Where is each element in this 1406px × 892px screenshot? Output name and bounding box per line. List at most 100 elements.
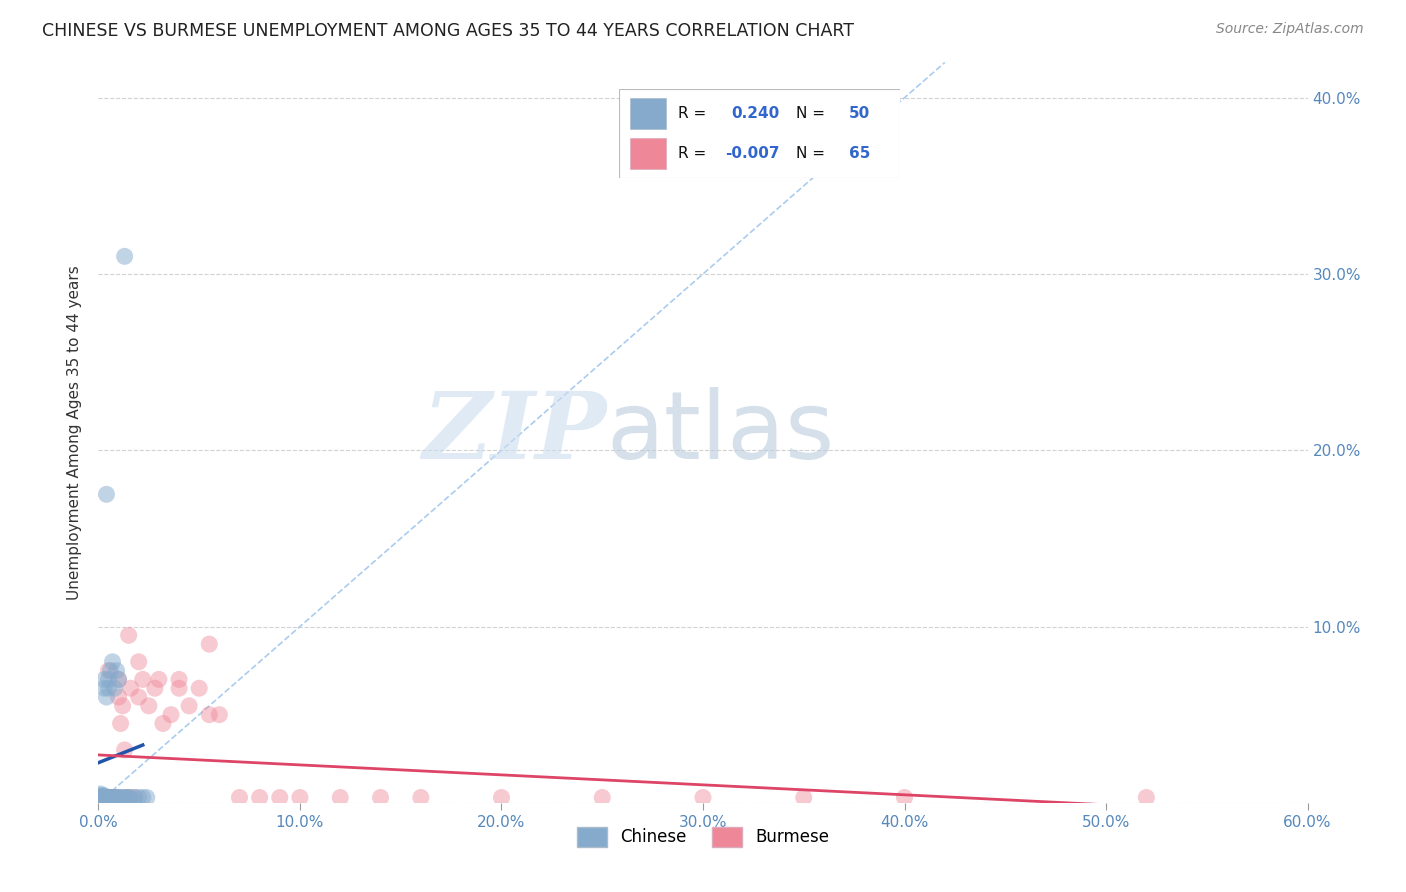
Point xyxy=(118,790,141,805)
Point xyxy=(96,790,118,805)
Legend: Chinese, Burmese: Chinese, Burmese xyxy=(571,820,835,854)
Point xyxy=(89,790,111,805)
Point xyxy=(208,707,231,722)
Point xyxy=(93,790,115,805)
Point xyxy=(188,681,211,696)
Point xyxy=(107,690,129,704)
Point xyxy=(96,487,118,501)
Point xyxy=(91,790,114,805)
Point xyxy=(370,790,392,805)
Point xyxy=(89,790,111,805)
Point xyxy=(96,790,118,805)
Point xyxy=(93,681,115,696)
Text: 0.240: 0.240 xyxy=(731,106,779,121)
Text: 50: 50 xyxy=(849,106,870,121)
Point xyxy=(96,790,118,805)
Point xyxy=(132,790,155,805)
Point xyxy=(118,790,141,805)
Text: R =: R = xyxy=(678,106,711,121)
Point xyxy=(143,681,166,696)
Point xyxy=(91,790,114,805)
Point xyxy=(103,681,125,696)
Point xyxy=(96,690,118,704)
Point xyxy=(101,790,124,805)
Text: atlas: atlas xyxy=(606,386,835,479)
Point xyxy=(101,790,124,805)
Point xyxy=(97,790,120,805)
Point xyxy=(89,790,111,805)
Point xyxy=(101,790,124,805)
Point xyxy=(93,789,115,803)
Point xyxy=(152,716,174,731)
Point xyxy=(93,790,115,805)
Point xyxy=(114,743,136,757)
Point xyxy=(97,790,120,805)
Point xyxy=(97,790,120,805)
Point xyxy=(132,673,155,687)
Point xyxy=(97,681,120,696)
Point xyxy=(96,790,118,805)
Point xyxy=(91,792,114,806)
Point xyxy=(148,673,170,687)
Point xyxy=(91,792,114,806)
Point xyxy=(692,790,714,805)
Point xyxy=(96,790,118,805)
Point xyxy=(91,790,114,805)
Point xyxy=(120,790,142,805)
Point xyxy=(89,789,111,803)
Point xyxy=(118,628,141,642)
Point xyxy=(591,790,613,805)
Point xyxy=(114,249,136,263)
Point xyxy=(93,673,115,687)
Point xyxy=(198,707,221,722)
Point xyxy=(105,664,128,678)
Point xyxy=(96,790,118,805)
Point xyxy=(91,789,114,803)
Point xyxy=(198,637,221,651)
Point xyxy=(107,790,129,805)
Point xyxy=(107,673,129,687)
Point xyxy=(107,673,129,687)
Point xyxy=(91,790,114,805)
Point xyxy=(100,790,122,805)
Point xyxy=(97,790,120,805)
Point xyxy=(110,790,132,805)
Point xyxy=(124,790,146,805)
Y-axis label: Unemployment Among Ages 35 to 44 years: Unemployment Among Ages 35 to 44 years xyxy=(67,265,83,600)
Point xyxy=(97,790,120,805)
Point xyxy=(167,673,190,687)
Point xyxy=(103,790,125,805)
Point xyxy=(329,790,352,805)
Text: -0.007: -0.007 xyxy=(725,146,780,161)
Point xyxy=(100,664,122,678)
Point xyxy=(288,790,311,805)
Point xyxy=(111,698,134,713)
Point xyxy=(93,790,115,805)
Point xyxy=(124,790,146,805)
Text: 65: 65 xyxy=(849,146,870,161)
Point xyxy=(93,790,115,805)
Point xyxy=(1135,790,1157,805)
Text: CHINESE VS BURMESE UNEMPLOYMENT AMONG AGES 35 TO 44 YEARS CORRELATION CHART: CHINESE VS BURMESE UNEMPLOYMENT AMONG AG… xyxy=(42,22,855,40)
Point xyxy=(115,790,138,805)
Point xyxy=(793,790,815,805)
Point xyxy=(105,790,128,805)
Point xyxy=(101,790,124,805)
Point xyxy=(491,790,513,805)
Point xyxy=(111,790,134,805)
Point xyxy=(138,698,160,713)
Point xyxy=(100,790,122,805)
Point xyxy=(160,707,183,722)
Point xyxy=(91,790,114,805)
Point xyxy=(107,790,129,805)
Point xyxy=(101,655,124,669)
Point xyxy=(93,790,115,805)
Point xyxy=(228,790,250,805)
Point xyxy=(97,673,120,687)
Text: ZIP: ZIP xyxy=(422,388,606,477)
Point xyxy=(128,790,150,805)
Point xyxy=(409,790,432,805)
Point xyxy=(249,790,271,805)
Text: N =: N = xyxy=(796,146,830,161)
Point xyxy=(101,790,124,805)
